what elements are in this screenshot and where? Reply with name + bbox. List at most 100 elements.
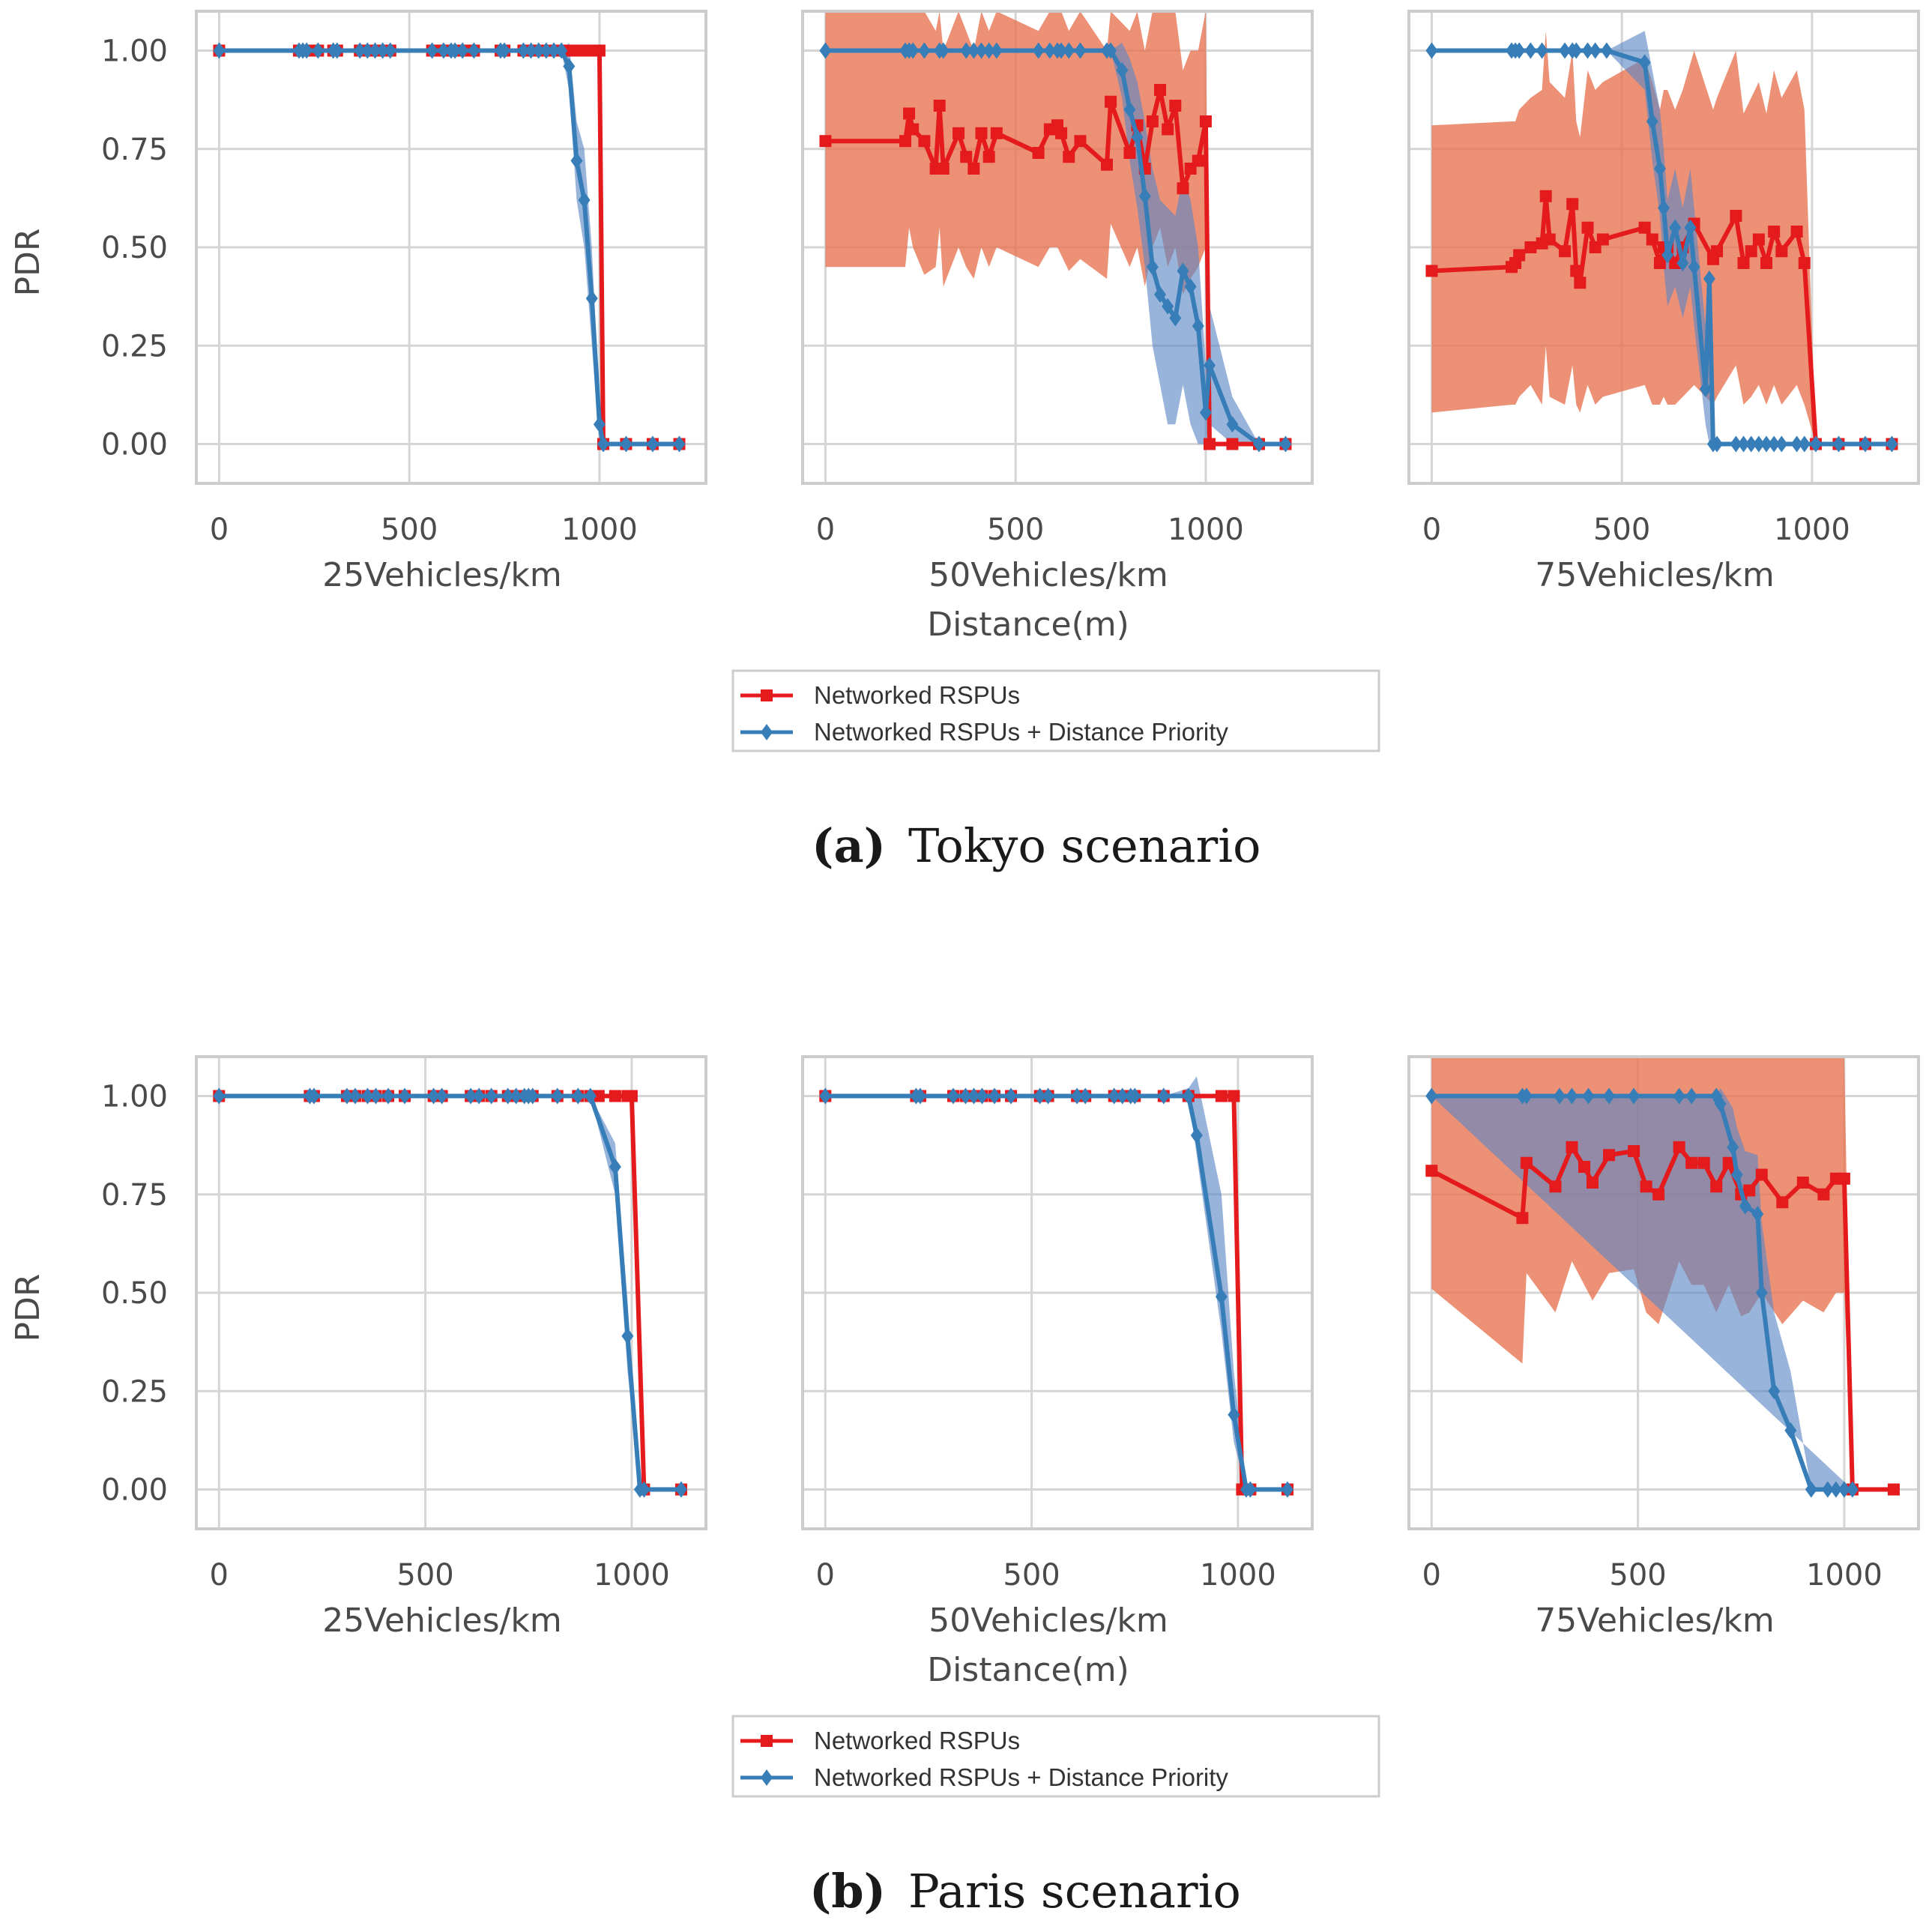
x-tick-label: 500: [1003, 1558, 1060, 1593]
point-distance-priority: [213, 42, 226, 59]
point-distance-priority: [1524, 42, 1537, 59]
point-distance-priority: [1638, 54, 1651, 71]
point-distance-priority: [1105, 42, 1117, 59]
confidence-band-distance-priority: [219, 43, 680, 444]
point-distance-priority: [960, 42, 973, 59]
point-networked: [625, 1090, 638, 1102]
point-networked: [592, 1090, 605, 1102]
point-distance-priority: [1032, 42, 1045, 59]
y-tick-label: 0.00: [101, 1473, 168, 1508]
point-networked: [1574, 277, 1587, 289]
point-networked: [1074, 135, 1087, 148]
point-distance-priority: [621, 1327, 634, 1344]
point-distance-priority: [1589, 42, 1602, 59]
y-tick-label: 1.00: [101, 1080, 168, 1114]
point-networked: [1203, 438, 1216, 450]
point-networked: [1425, 265, 1438, 277]
point-networked: [1105, 95, 1117, 108]
point-networked: [1596, 233, 1609, 246]
point-distance-priority: [1566, 1087, 1578, 1105]
point-distance-priority: [376, 42, 389, 59]
point-distance-priority: [1821, 1481, 1834, 1498]
point-networked: [1653, 257, 1666, 269]
point-networked: [1752, 233, 1765, 246]
point-distance-priority: [819, 1087, 832, 1105]
point-distance-priority: [361, 42, 374, 59]
point-distance-priority: [1182, 1087, 1195, 1105]
legend-marker-diamond: [761, 1769, 773, 1786]
point-networked: [1760, 257, 1773, 269]
x-axis-label: Distance(m): [927, 1651, 1129, 1689]
point-distance-priority: [348, 1087, 361, 1105]
point-networked: [1154, 84, 1167, 96]
legend: Networked RSPUs Networked RSPUs + Distanc…: [731, 1715, 1380, 1798]
point-networked: [1513, 249, 1526, 262]
point-distance-priority: [1055, 42, 1068, 59]
point-distance-priority: [947, 1087, 959, 1105]
point-networked: [933, 100, 946, 112]
x-tick-label: 1000: [1774, 513, 1850, 547]
point-networked: [1887, 1483, 1900, 1496]
y-tick-label: 0.75: [101, 1178, 168, 1213]
point-distance-priority: [1760, 435, 1773, 453]
point-distance-priority: [1790, 435, 1803, 453]
point-distance-priority: [551, 1087, 564, 1105]
point-networked: [1628, 1145, 1640, 1157]
panel-label: 75Vehicles/km: [1535, 1602, 1774, 1640]
axes-frame: [195, 1055, 707, 1530]
point-distance-priority: [1798, 435, 1811, 453]
point-distance-priority: [1628, 1087, 1640, 1105]
point-distance-priority: [1123, 101, 1136, 118]
point-distance-priority: [597, 435, 609, 453]
point-networked: [990, 127, 1003, 139]
point-distance-priority: [1157, 1087, 1170, 1105]
point-distance-priority: [1553, 1087, 1566, 1105]
x-tick-label: 1000: [1200, 1558, 1276, 1593]
point-distance-priority: [1425, 42, 1438, 59]
point-networked: [1520, 1156, 1533, 1169]
legend-marker-diamond: [761, 724, 773, 740]
point-distance-priority: [907, 42, 920, 59]
point-distance-priority: [1520, 1087, 1533, 1105]
point-distance-priority: [1714, 1096, 1727, 1112]
point-distance-priority: [1071, 1087, 1084, 1105]
point-distance-priority: [307, 1087, 320, 1105]
point-networked: [907, 123, 920, 136]
point-networked: [1722, 1156, 1735, 1169]
point-distance-priority: [1784, 1422, 1797, 1439]
point-distance-priority: [1116, 61, 1129, 79]
x-tick-label: 500: [1609, 1558, 1666, 1593]
point-networked: [1169, 100, 1182, 112]
point-distance-priority: [1603, 1087, 1616, 1105]
point-distance-priority: [1108, 1087, 1120, 1105]
point-distance-priority: [437, 42, 450, 59]
point-distance-priority: [593, 416, 606, 433]
point-distance-priority: [501, 1087, 514, 1105]
point-distance-priority: [1536, 42, 1548, 59]
legend-label: Networked RSPUs: [814, 681, 1020, 709]
point-distance-priority: [673, 435, 686, 453]
point-distance-priority: [456, 42, 469, 59]
point-distance-priority: [585, 290, 598, 307]
point-distance-priority: [301, 42, 313, 59]
panel-label: 25Vehicles/km: [322, 1602, 561, 1640]
point-networked: [1215, 1090, 1228, 1102]
point-distance-priority: [620, 435, 633, 453]
point-distance-priority: [312, 42, 324, 59]
point-distance-priority: [959, 1087, 972, 1105]
point-distance-priority: [1005, 1087, 1018, 1105]
point-networked: [1425, 1165, 1438, 1177]
point-networked: [1566, 198, 1579, 211]
point-distance-priority: [510, 1087, 522, 1105]
point-distance-priority: [1859, 435, 1871, 453]
y-tick-label: 0.00: [101, 428, 168, 462]
point-networked: [1796, 1177, 1809, 1189]
point-networked: [1559, 245, 1572, 258]
point-networked: [819, 135, 832, 148]
point-networked: [1646, 233, 1658, 246]
point-networked: [609, 1090, 621, 1102]
point-distance-priority: [473, 1087, 486, 1105]
x-tick-label: 0: [210, 1558, 229, 1593]
caption-letter: (a): [812, 818, 886, 873]
